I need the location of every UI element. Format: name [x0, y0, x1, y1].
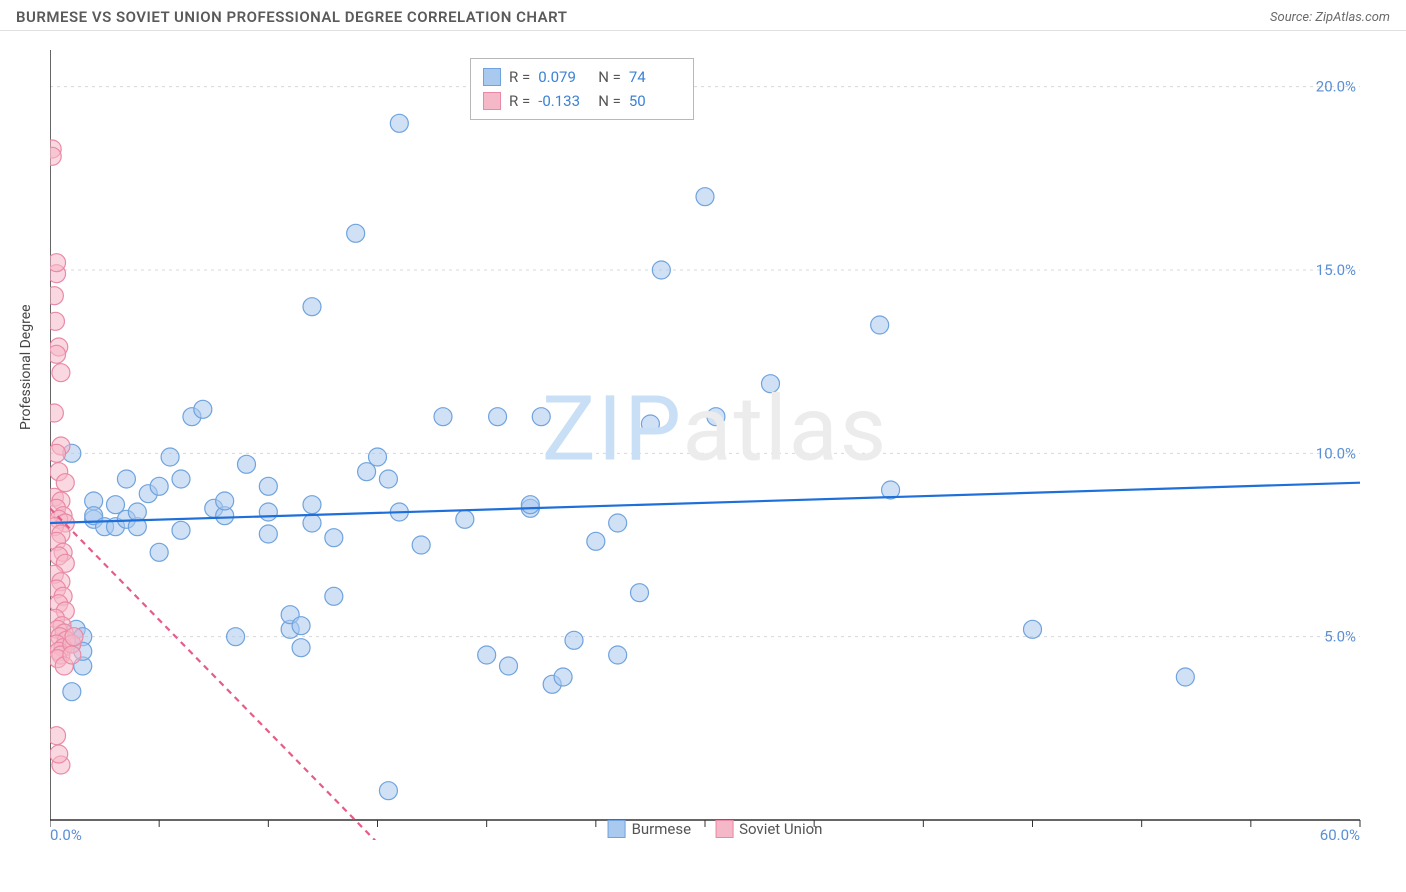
- scatter-point: [609, 514, 627, 532]
- stats-row: R = -0.133 N = 50: [483, 89, 681, 113]
- scatter-point: [434, 408, 452, 426]
- scatter-point: [65, 628, 83, 646]
- stat-r-label: R =: [509, 65, 530, 89]
- chart-svg: 5.0% 10.0% 15.0% 20.0% 0.0% 60.0%: [50, 50, 1380, 840]
- scatter-point: [303, 496, 321, 514]
- legend: Burmese Soviet Union: [608, 820, 823, 838]
- scatter-point: [303, 514, 321, 532]
- y-tick-label: 5.0%: [1324, 628, 1356, 646]
- scatter-point: [50, 727, 66, 745]
- scatter-point: [52, 364, 70, 382]
- scatter-point: [150, 477, 168, 495]
- x-tick-label: 60.0%: [1320, 826, 1360, 840]
- scatter-point: [500, 657, 518, 675]
- stat-r-value: 0.079: [538, 65, 590, 89]
- scatter-point: [412, 536, 430, 554]
- scatter-point: [369, 448, 387, 466]
- stat-r-label: R =: [509, 89, 530, 113]
- scatter-point: [50, 287, 63, 305]
- trendline: [50, 508, 1360, 840]
- scatter-point: [238, 455, 256, 473]
- legend-item: Burmese: [608, 820, 692, 838]
- scatter-point: [696, 188, 714, 206]
- y-tick-label: 15.0%: [1316, 261, 1356, 279]
- chart-title: BURMESE VS SOVIET UNION PROFESSIONAL DEG…: [16, 8, 567, 26]
- scatter-point: [1024, 620, 1042, 638]
- stat-n-value: 74: [629, 65, 681, 89]
- scatter-point: [379, 470, 397, 488]
- scatter-point: [554, 668, 572, 686]
- scatter-point: [50, 254, 66, 272]
- legend-label: Burmese: [632, 820, 692, 838]
- scatter-point: [609, 646, 627, 664]
- stats-row: R = 0.079 N = 74: [483, 65, 681, 89]
- scatter-point: [292, 639, 310, 657]
- scatter-point: [194, 400, 212, 418]
- stat-n-label: N =: [598, 89, 621, 113]
- scatter-point: [707, 408, 725, 426]
- scatter-point: [652, 261, 670, 279]
- x-tick-label: 0.0%: [50, 826, 82, 840]
- scatter-point: [1176, 668, 1194, 686]
- scatter-point: [871, 316, 889, 334]
- scatter-point: [161, 448, 179, 466]
- scatter-point: [63, 683, 81, 701]
- scatter-point: [63, 646, 81, 664]
- scatter-point: [292, 617, 310, 635]
- legend-label: Soviet Union: [739, 820, 822, 838]
- scatter-point: [172, 470, 190, 488]
- scatter-point: [50, 404, 63, 422]
- scatter-point: [489, 408, 507, 426]
- scatter-point: [521, 496, 539, 514]
- scatter-point: [390, 114, 408, 132]
- scatter-point: [379, 782, 397, 800]
- legend-swatch: [608, 820, 626, 838]
- legend-item: Soviet Union: [715, 820, 822, 838]
- scatter-point: [587, 532, 605, 550]
- stats-box: R = 0.079 N = 74 R = -0.133 N = 50: [470, 58, 694, 120]
- scatter-point: [216, 492, 234, 510]
- scatter-point: [762, 375, 780, 393]
- scatter-point: [325, 587, 343, 605]
- scatter-point: [50, 312, 64, 330]
- scatter-point: [303, 298, 321, 316]
- scatter-point: [456, 510, 474, 528]
- scatter-point: [50, 444, 66, 462]
- legend-swatch: [715, 820, 733, 838]
- scatter-point: [172, 521, 190, 539]
- scatter-point: [565, 631, 583, 649]
- y-tick-label: 20.0%: [1316, 78, 1356, 96]
- scatter-point: [259, 525, 277, 543]
- stat-n-value: 50: [629, 89, 681, 113]
- scatter-point: [150, 543, 168, 561]
- scatter-chart: 5.0%10.0%15.0%20.0%0.0%60.0% ZIPatlas R …: [50, 50, 1380, 840]
- stat-n-label: N =: [598, 65, 621, 89]
- scatter-point: [532, 408, 550, 426]
- scatter-point: [227, 628, 245, 646]
- scatter-point: [641, 415, 659, 433]
- y-axis-label: Professional Degree: [18, 304, 34, 430]
- chart-source: Source: ZipAtlas.com: [1270, 10, 1390, 25]
- scatter-point: [347, 224, 365, 242]
- scatter-point: [50, 745, 68, 763]
- scatter-point: [259, 503, 277, 521]
- scatter-point: [117, 470, 135, 488]
- scatter-point: [50, 345, 66, 363]
- stats-swatch: [483, 68, 501, 86]
- scatter-point: [128, 503, 146, 521]
- stats-swatch: [483, 92, 501, 110]
- trendline: [50, 483, 1360, 523]
- stat-r-value: -0.133: [538, 89, 590, 113]
- y-tick-label: 10.0%: [1316, 444, 1356, 462]
- scatter-point: [325, 529, 343, 547]
- scatter-point: [259, 477, 277, 495]
- scatter-point: [631, 584, 649, 602]
- chart-header: BURMESE VS SOVIET UNION PROFESSIONAL DEG…: [0, 0, 1406, 31]
- scatter-point: [478, 646, 496, 664]
